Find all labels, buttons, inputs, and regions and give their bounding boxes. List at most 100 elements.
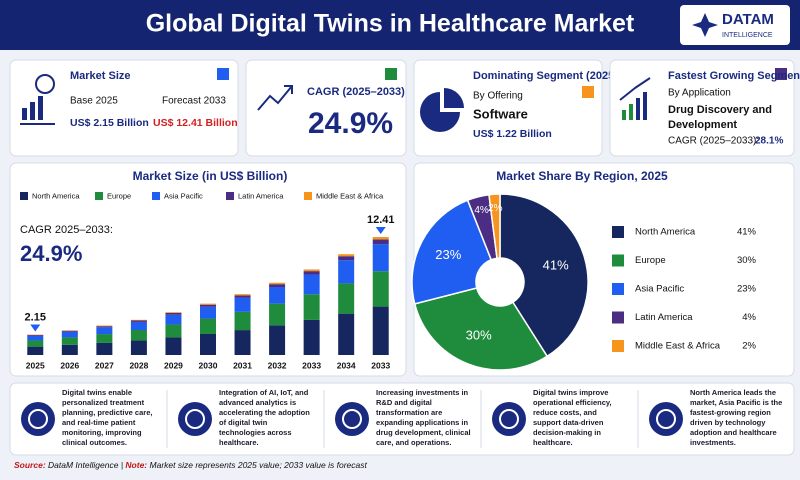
bar-segment bbox=[61, 331, 78, 338]
bar-segment bbox=[130, 320, 147, 322]
card-label: Base 2025 bbox=[70, 96, 118, 107]
insight-icon bbox=[492, 402, 526, 436]
insight-icon bbox=[649, 402, 683, 436]
footer-label: Source: bbox=[14, 460, 46, 470]
bar-segment bbox=[234, 295, 251, 298]
insight-text: advanced analytics is bbox=[219, 398, 296, 407]
x-tick-label: 2031 bbox=[233, 360, 252, 370]
card-chip bbox=[385, 68, 397, 80]
insight-text: adoption and healthcare bbox=[690, 428, 777, 437]
insight-text: clinical outcomes. bbox=[62, 438, 127, 447]
card-chip bbox=[582, 86, 594, 98]
x-tick-label: 2034 bbox=[337, 360, 356, 370]
legend-swatch bbox=[152, 192, 160, 200]
insight-text: healthcare. bbox=[533, 438, 573, 447]
bar-segment bbox=[61, 344, 78, 355]
insight-icon bbox=[335, 402, 369, 436]
insight-text: transformation are bbox=[376, 408, 442, 417]
legend-value: 2% bbox=[742, 341, 756, 352]
bar-segment bbox=[130, 319, 147, 321]
insight-text: planning, predictive care, bbox=[62, 408, 152, 417]
insight-text: drug development, clinical bbox=[376, 428, 471, 437]
insight-text: investments. bbox=[690, 438, 736, 447]
bar-segment bbox=[27, 334, 44, 336]
bar-segment bbox=[269, 303, 286, 326]
bar-segment bbox=[269, 287, 286, 304]
market-size-icon bbox=[20, 74, 55, 125]
slice-label: 30% bbox=[466, 327, 492, 342]
card bbox=[245, 59, 407, 157]
slice-label: 23% bbox=[435, 247, 461, 262]
pie-slice bbox=[413, 287, 549, 371]
card bbox=[609, 59, 795, 157]
bar-segment bbox=[303, 294, 320, 320]
x-tick-label: 2027 bbox=[95, 360, 114, 370]
bar-segment bbox=[61, 330, 78, 332]
bar-segment bbox=[303, 271, 320, 275]
card-subtitle: By Offering bbox=[473, 91, 523, 102]
bar-segment bbox=[200, 304, 216, 307]
insight-text: support data-driven bbox=[533, 418, 604, 427]
insight-icon-ring bbox=[656, 409, 676, 429]
bar-segment bbox=[303, 269, 320, 272]
insight-text: and real-time patient bbox=[62, 418, 136, 427]
card bbox=[9, 59, 239, 157]
insight-text: Increasing investments in bbox=[376, 388, 469, 397]
card-title: Fastest Growing Segment bbox=[668, 70, 800, 82]
bar-segment bbox=[165, 324, 182, 338]
legend-swatch bbox=[95, 192, 103, 200]
card-value: US$ 1.22 Billion bbox=[473, 128, 552, 140]
legend-value: 4% bbox=[742, 312, 756, 323]
segment-icon bbox=[420, 88, 464, 132]
legend-label: Asia Pacific bbox=[635, 284, 684, 295]
bar-segment bbox=[269, 325, 286, 355]
insight-text: monitoring, improving bbox=[62, 428, 142, 437]
bar-segment bbox=[234, 311, 251, 331]
x-tick-label: 2028 bbox=[129, 360, 148, 370]
footer-source: DataM Intelligence bbox=[48, 460, 119, 470]
legend-label: Asia Pacific bbox=[164, 191, 203, 200]
logo-tagline: INTELLIGENCE bbox=[722, 32, 773, 39]
logo-name: DATAM bbox=[722, 11, 774, 28]
bar-segment bbox=[372, 271, 389, 307]
legend-swatch bbox=[612, 254, 624, 267]
bar-chart: North America Europe Asia Pacific Latin Ame… bbox=[20, 191, 394, 370]
bar-segment bbox=[130, 329, 147, 341]
legend-swatch bbox=[20, 192, 28, 200]
bar-segment bbox=[130, 340, 147, 355]
cagr-label: CAGR 2025–2033: bbox=[20, 224, 113, 236]
card-value: US$ 12.41 Billion bbox=[153, 117, 238, 129]
insight-text: reduce costs, and bbox=[533, 408, 597, 417]
bar-segment bbox=[338, 254, 355, 257]
legend-swatch bbox=[304, 192, 312, 200]
pie-slice bbox=[411, 199, 493, 305]
legend-value: 30% bbox=[737, 255, 757, 266]
bar-segment bbox=[200, 318, 216, 334]
card bbox=[413, 59, 603, 157]
pie-chart: 41% North America 41% 30% Europe 30% 23% Asia P… bbox=[411, 193, 757, 371]
card-chip bbox=[775, 68, 787, 80]
card-segment: Drug Discovery and bbox=[668, 104, 772, 116]
legend-label: North America bbox=[635, 227, 696, 238]
bar-segment bbox=[200, 306, 216, 319]
insight-icon bbox=[178, 402, 212, 436]
legend-label: North America bbox=[32, 191, 80, 200]
x-tick-label: 2033 bbox=[371, 360, 390, 370]
bar-segment bbox=[165, 312, 182, 315]
x-tick-label: 2026 bbox=[60, 360, 79, 370]
bar-segment bbox=[338, 313, 355, 355]
legend-label: Latin America bbox=[238, 191, 284, 200]
header-band bbox=[0, 0, 800, 50]
insight-icon-ring bbox=[499, 409, 519, 429]
bar-segment bbox=[27, 346, 44, 355]
bar-segment bbox=[130, 321, 147, 330]
marker-arrow bbox=[375, 227, 386, 234]
card-label: Forecast 2033 bbox=[162, 96, 226, 107]
bar-segment bbox=[96, 342, 113, 355]
chart-title: Market Size (in US$ Billion) bbox=[133, 169, 288, 183]
bar-segment bbox=[96, 334, 113, 343]
slice-label: 41% bbox=[543, 257, 569, 272]
x-tick-label: 2032 bbox=[268, 360, 287, 370]
bar-segment bbox=[165, 312, 182, 313]
